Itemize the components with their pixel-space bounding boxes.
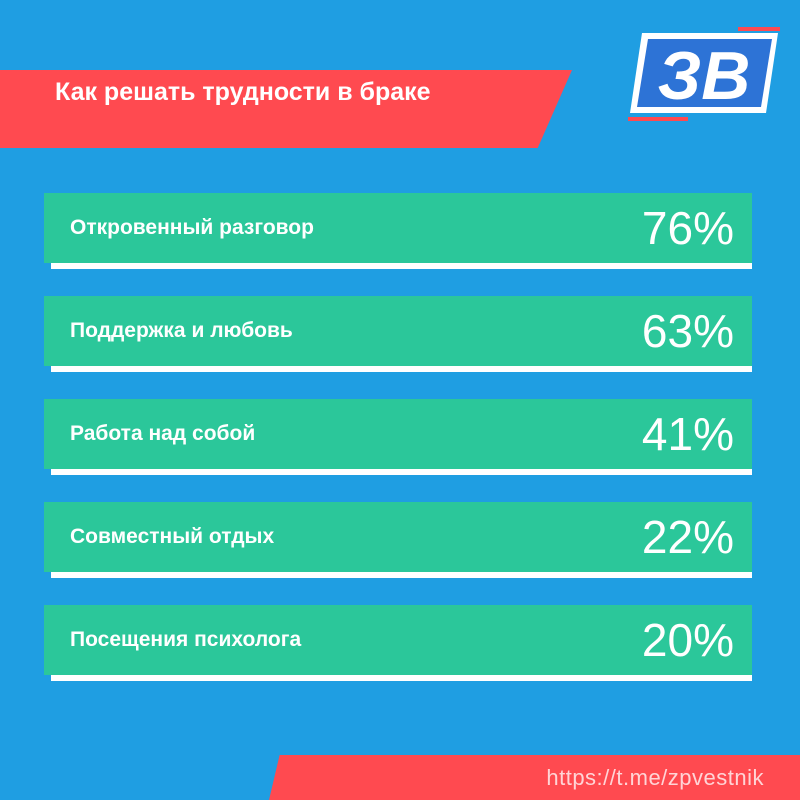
telegram-link[interactable]: https://t.me/zpvestnik	[546, 765, 764, 790]
bar-value-label: 20%	[641, 614, 734, 666]
bar-label: Посещения психолога	[70, 628, 302, 651]
bar-value-label: 63%	[641, 305, 734, 357]
logo-text: ЗВ	[658, 38, 751, 114]
chart-row: Совместный отдых 22%	[44, 502, 752, 578]
chart-row: Откровенный разговор 76%	[44, 193, 752, 269]
chart-row: Поддержка и любовь 63%	[44, 296, 752, 372]
chart-row: Посещения психолога 20%	[44, 605, 752, 681]
bar: Посещения психолога 20%	[44, 605, 752, 675]
bar-value-label: 41%	[641, 408, 734, 460]
bar-value-label: 76%	[641, 202, 734, 254]
title-banner	[0, 70, 572, 148]
bar: Совместный отдых 22%	[44, 502, 752, 572]
chart-row: Работа над собой 41%	[44, 399, 752, 475]
bar-label: Поддержка и любовь	[70, 319, 293, 342]
bar: Поддержка и любовь 63%	[44, 296, 752, 366]
bar-label: Откровенный разговор	[70, 216, 314, 239]
logo-plate-inner	[637, 39, 772, 107]
logo-stripe	[738, 27, 780, 31]
logo-stripe	[628, 117, 688, 121]
bar: Работа над собой 41%	[44, 399, 752, 469]
bar-value-label: 22%	[641, 511, 734, 563]
page-title: Как решать трудности в браке	[55, 78, 431, 106]
bar-label: Совместный отдых	[70, 525, 275, 548]
footer-banner	[269, 755, 800, 800]
zv-logo: ЗВ	[628, 27, 780, 121]
bar: Откровенный разговор 76%	[44, 193, 752, 263]
bar-label: Работа над собой	[70, 422, 256, 445]
